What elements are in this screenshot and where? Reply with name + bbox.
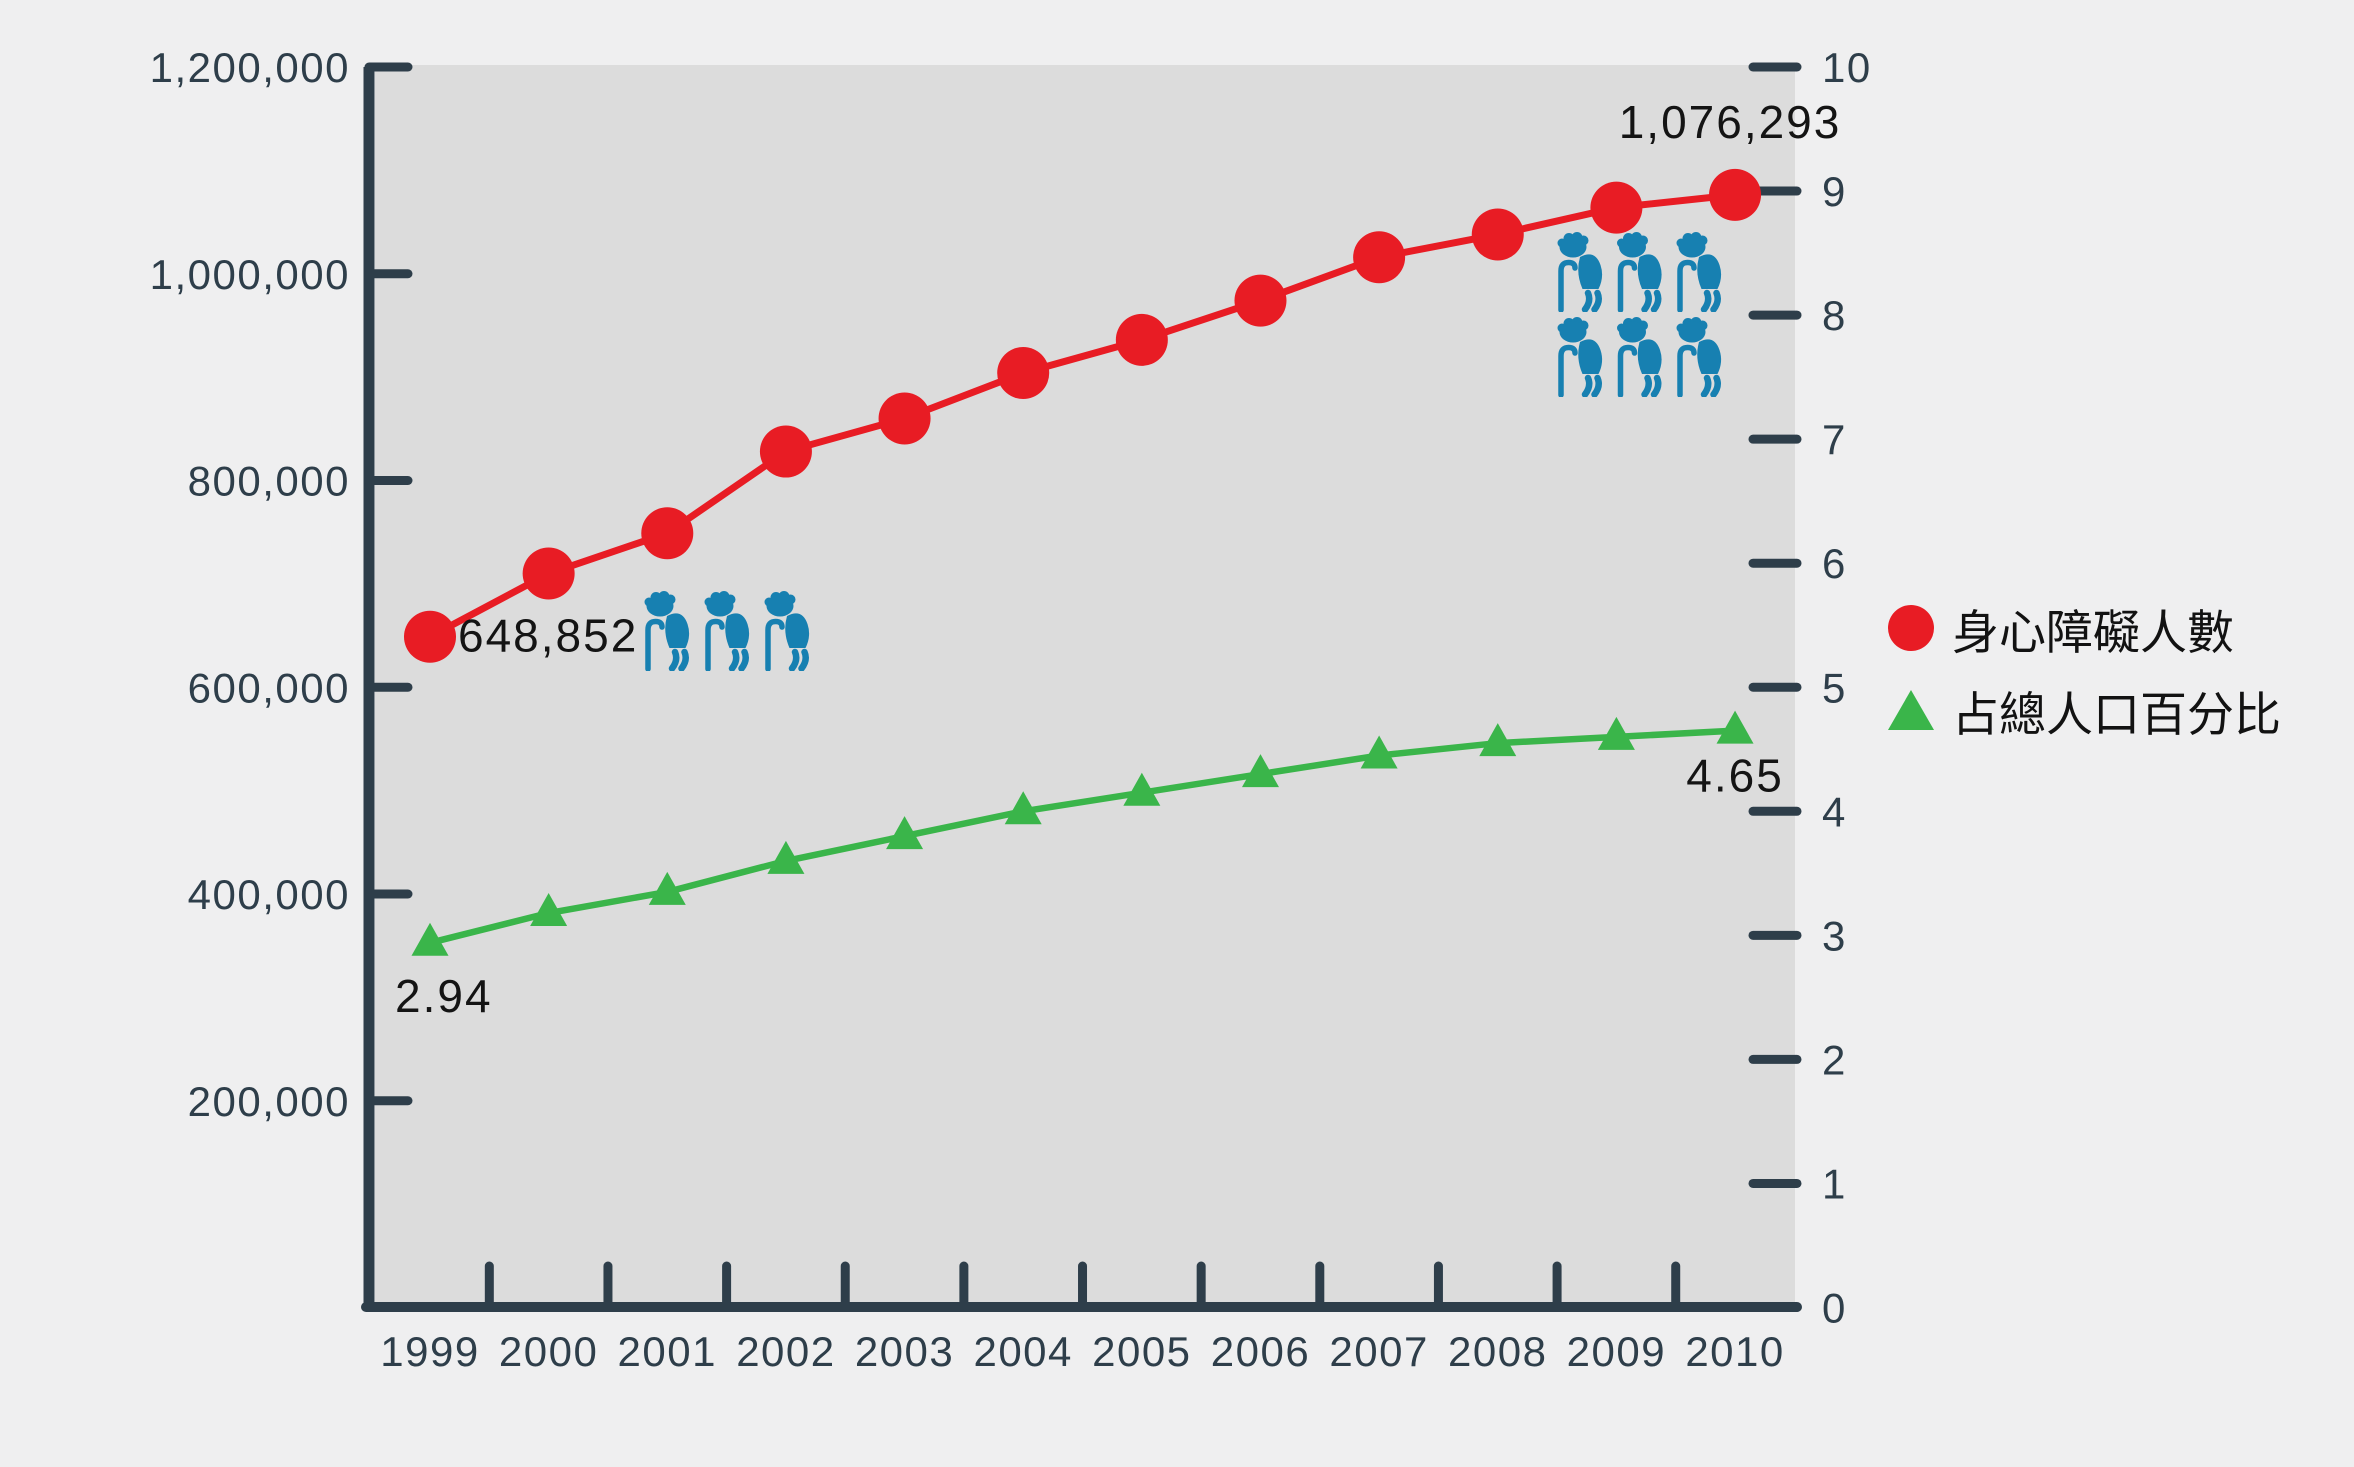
y-axis-right-tick-label: 8	[1822, 292, 1847, 339]
elderly-person-with-cane-icon	[705, 591, 750, 669]
x-axis-label: 2001	[618, 1328, 717, 1375]
annotation-4.65: 4.65	[1686, 750, 1784, 802]
legend-item-population-percentage: 占總人口百分比	[1888, 680, 2281, 741]
x-axis-label: 2007	[1329, 1328, 1428, 1375]
y-axis-right-tick-label: 5	[1822, 664, 1847, 711]
data-point-triangle	[1004, 791, 1042, 825]
elderly-person-with-cane-icon	[1558, 232, 1603, 310]
x-axis-label: 2010	[1685, 1328, 1784, 1375]
x-axis-label: 2000	[499, 1328, 598, 1375]
data-point-triangle	[1123, 772, 1161, 806]
y-axis-left-tick-label: 800,000	[188, 458, 350, 505]
y-axis-right-tick-label: 2	[1822, 1036, 1847, 1083]
x-axis-label: 1999	[380, 1328, 479, 1375]
value-annotations: 648,852 1,076,293 2.94 4.65	[395, 96, 1842, 1022]
y-axis-right-tick-label: 9	[1822, 168, 1847, 215]
data-point-circle	[759, 425, 812, 478]
y-axis-left-tick-label: 1,200,000	[150, 44, 350, 91]
y-axis-left-tick-label: 600,000	[188, 664, 350, 711]
y-axis-right-tick-label: 4	[1822, 788, 1847, 835]
annotation-2.94: 2.94	[395, 970, 493, 1022]
elderly-person-with-cane-icon	[1677, 232, 1722, 310]
data-point-circle	[997, 346, 1050, 399]
data-point-circle	[1709, 168, 1762, 221]
elderly-person-with-cane-icon	[645, 591, 690, 669]
elderly-person-with-cane-icon	[1558, 317, 1603, 395]
y-axis-right-tick-label: 1	[1822, 1160, 1847, 1207]
x-axis-label: 2005	[1092, 1328, 1191, 1375]
data-point-circle	[522, 547, 575, 600]
data-point-circle	[878, 392, 931, 445]
x-axis-label: 2002	[736, 1328, 835, 1375]
y-axis-right-tick-label: 10	[1822, 44, 1872, 91]
data-point-circle	[1353, 231, 1406, 284]
data-point-triangle	[1360, 735, 1398, 769]
data-point-circle	[1590, 181, 1643, 234]
legend-item-disabled-count: 身心障礙人數	[1888, 598, 2281, 659]
elderly-person-with-cane-icon	[1617, 232, 1662, 310]
data-point-triangle	[1479, 723, 1517, 757]
y-axis-right-tick-label: 7	[1822, 416, 1847, 463]
y-axis-right-tick-label: 3	[1822, 912, 1847, 959]
data-point-triangle	[886, 816, 924, 850]
y-axis-right-tick-label: 0	[1822, 1285, 1847, 1332]
series-line-percentage	[429, 727, 1736, 946]
x-axis-label: 2009	[1567, 1328, 1666, 1375]
y-axis-left-tick-label: 1,000,000	[150, 251, 350, 298]
y-axis-left-tick-label: 400,000	[188, 871, 350, 918]
elderly-person-with-cane-icon	[1617, 317, 1662, 395]
data-point-triangle	[530, 893, 568, 927]
series-line-disabled-count	[428, 191, 1736, 640]
elderly-person-with-cane-icon	[1677, 317, 1722, 395]
data-point-triangle	[648, 871, 686, 905]
data-point-triangle	[1597, 716, 1635, 750]
y-axis-right-tick-label: 6	[1822, 540, 1847, 587]
data-point-circle	[641, 507, 694, 560]
data-point-circle	[1234, 274, 1287, 327]
data-point-triangle	[1241, 754, 1279, 788]
x-axis-label: 2003	[855, 1328, 954, 1375]
data-point-triangle	[1716, 710, 1754, 744]
data-point-circle	[1471, 208, 1524, 261]
annotation-648852: 648,852	[458, 610, 638, 662]
legend-label: 占總人口百分比	[1952, 687, 2281, 741]
data-series	[404, 168, 1762, 956]
data-point-circle	[404, 610, 456, 663]
legend-circle-marker-icon	[1888, 605, 1934, 651]
x-axis-label: 2006	[1211, 1328, 1310, 1375]
data-point-circle	[1115, 313, 1168, 366]
x-axis-label: 2008	[1448, 1328, 1547, 1375]
y-axis-left-tick-label: 200,000	[188, 1078, 350, 1125]
legend-triangle-marker-icon	[1888, 690, 1934, 730]
data-point-triangle	[411, 922, 449, 956]
legend-label: 身心障礙人數	[1952, 605, 2234, 659]
x-axis-label: 2004	[973, 1328, 1072, 1375]
data-point-triangle	[767, 840, 805, 874]
elderly-person-with-cane-icon	[765, 591, 810, 669]
annotation-1076293: 1,076,293	[1619, 96, 1842, 148]
legend: 身心障礙人數 占總人口百分比	[1888, 598, 2281, 762]
axes: 200,000 400,000 600,000 800,000 1,000,000 1,2…	[150, 44, 1872, 1375]
